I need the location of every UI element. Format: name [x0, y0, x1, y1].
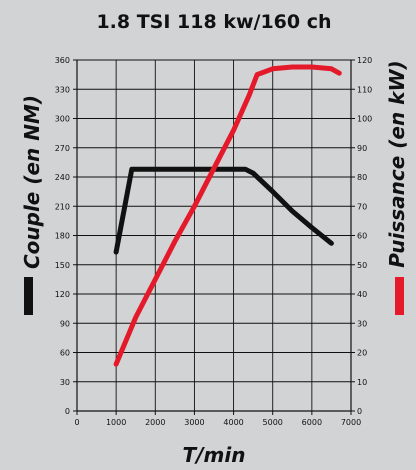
x-tick-label: 5000 — [263, 418, 283, 427]
y-tick-label: 150 — [55, 261, 70, 270]
y-tick-label: 120 — [55, 290, 70, 299]
y-tick-label: 270 — [55, 144, 70, 153]
y2-tick-label: 10 — [357, 378, 367, 387]
legend-swatch-couple — [24, 277, 33, 315]
x-tick-label: 4000 — [223, 418, 243, 427]
legend-swatch-puissance — [395, 277, 404, 315]
y-tick-label: 330 — [55, 85, 70, 94]
x-tick-label: 0 — [74, 418, 79, 427]
y2-tick-label: 30 — [357, 319, 367, 328]
x-tick-label: 3000 — [184, 418, 204, 427]
x-tick-label: 1000 — [106, 418, 126, 427]
y2-tick-label: 70 — [357, 202, 367, 211]
series-layer — [113, 64, 342, 367]
y-axis-label: Couple (en NM) — [20, 95, 44, 269]
y2-tick-label: 0 — [357, 407, 362, 416]
y-tick-label: 30 — [60, 378, 70, 387]
left-axis: 0 30 60 90 120 150 180 210 240 270 300 330 360 — [55, 56, 78, 416]
x-tick-label: 7000 — [341, 418, 361, 427]
y-tick-label: 360 — [55, 56, 70, 65]
y-tick-label: 0 — [65, 407, 70, 416]
y-tick-label: 210 — [55, 202, 70, 211]
y-tick-label: 300 — [55, 115, 70, 124]
y2-tick-label: 110 — [357, 85, 372, 94]
x-tick-label: 6000 — [302, 418, 322, 427]
x-axis: 0 1000 2000 3000 4000 5000 6000 7000 — [74, 410, 361, 427]
chart-title: 1.8 TSI 118 kw/160 ch — [96, 11, 331, 33]
y2-tick-label: 120 — [357, 56, 372, 65]
y2-axis-label: Puissance (en kW) — [385, 60, 409, 267]
y2-tick-label: 80 — [357, 173, 367, 182]
y-tick-label: 180 — [55, 232, 70, 241]
y2-tick-label: 20 — [357, 349, 367, 358]
y2-tick-label: 100 — [357, 115, 372, 124]
y-tick-label: 90 — [60, 319, 70, 328]
y-tick-label: 240 — [55, 173, 70, 182]
series-line-puissance — [113, 64, 342, 367]
right-axis: 0 10 20 30 40 50 60 70 80 90 100 110 120 — [350, 56, 372, 416]
y2-tick-label: 40 — [357, 290, 367, 299]
x-axis-label: T/min — [183, 443, 246, 467]
x-tick-label: 2000 — [145, 418, 165, 427]
y2-tick-label: 90 — [357, 144, 367, 153]
series-line-couple — [113, 166, 334, 255]
y2-tick-label: 50 — [357, 261, 367, 270]
y2-tick-label: 60 — [357, 232, 367, 241]
y-tick-label: 60 — [60, 349, 70, 358]
